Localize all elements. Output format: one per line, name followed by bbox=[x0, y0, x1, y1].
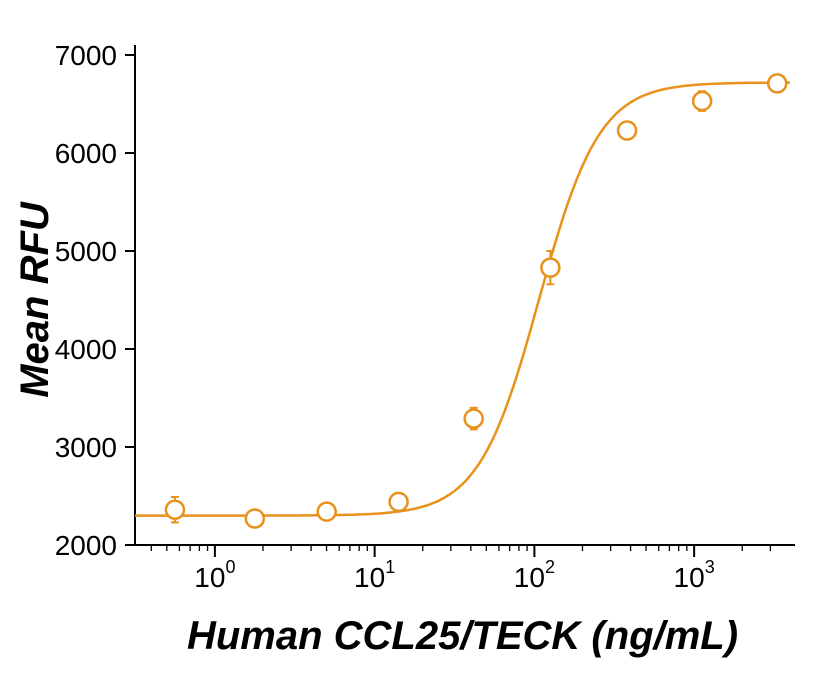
data-marker bbox=[390, 493, 408, 511]
data-marker bbox=[465, 410, 483, 428]
y-axis-label: Mean RFU bbox=[13, 201, 57, 398]
data-marker bbox=[318, 503, 336, 521]
data-marker bbox=[541, 259, 559, 277]
x-tick-label: 102 bbox=[514, 557, 555, 593]
data-marker bbox=[246, 510, 264, 528]
y-tick-label: 2000 bbox=[55, 530, 117, 561]
data-marker bbox=[166, 501, 184, 519]
data-marker bbox=[768, 74, 786, 92]
y-tick-label: 3000 bbox=[55, 432, 117, 463]
y-tick-label: 6000 bbox=[55, 138, 117, 169]
y-tick-label: 4000 bbox=[55, 334, 117, 365]
x-tick-label: 103 bbox=[674, 557, 715, 593]
x-tick-label: 100 bbox=[194, 557, 235, 593]
dose-response-chart: 2000 3000 4000 5000 6000 7000 100 101 102 103 Mean… bbox=[0, 0, 838, 686]
data-marker bbox=[618, 121, 636, 139]
fitted-curve bbox=[135, 83, 790, 516]
x-tick-label: 101 bbox=[354, 557, 395, 593]
y-tick-label: 7000 bbox=[55, 40, 117, 71]
chart-container: 2000 3000 4000 5000 6000 7000 100 101 102 103 Mean… bbox=[0, 0, 838, 686]
x-axis-label: Human CCL25/TECK (ng/mL) bbox=[187, 614, 738, 658]
data-marker bbox=[693, 92, 711, 110]
y-tick-label: 5000 bbox=[55, 236, 117, 267]
